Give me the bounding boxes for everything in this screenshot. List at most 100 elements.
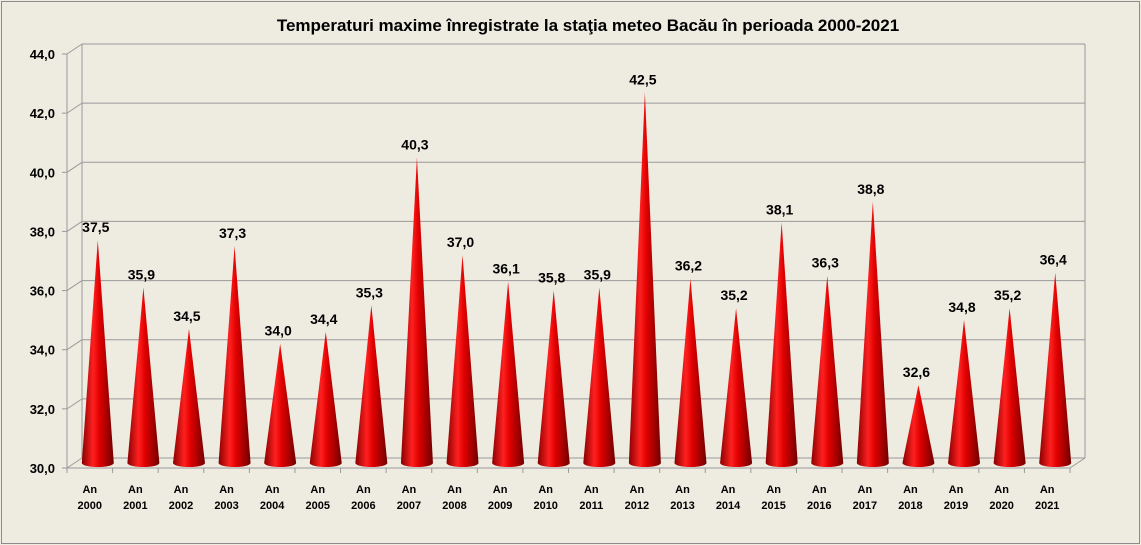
cone-shape xyxy=(811,275,844,467)
x-tick-label-line1: An xyxy=(356,484,371,496)
cone-shape xyxy=(400,157,433,467)
data-label: 37,3 xyxy=(219,225,246,241)
x-tick-label-line2: 2003 xyxy=(214,500,238,512)
gridline-side xyxy=(66,102,83,114)
cone-bar: 36,3 xyxy=(811,255,844,467)
cone-shape xyxy=(355,305,388,467)
x-tick-label-line1: An xyxy=(538,484,553,496)
gridline-side xyxy=(66,398,83,410)
cone-shape xyxy=(674,278,707,467)
x-tick-label-line1: An xyxy=(219,484,234,496)
cone-bar: 40,3 xyxy=(400,136,433,467)
x-tick-label-line2: 2011 xyxy=(579,500,603,512)
x-tick-label-line2: 2016 xyxy=(807,500,831,512)
gridline-side xyxy=(66,221,83,232)
data-label: 35,2 xyxy=(994,287,1021,303)
cone-shape xyxy=(492,281,525,467)
cone-bar: 35,2 xyxy=(993,287,1026,467)
cone-bar: 35,9 xyxy=(127,267,160,467)
cone-shape xyxy=(948,320,981,467)
x-tick-label-line1: An xyxy=(174,484,189,496)
data-label: 35,8 xyxy=(538,269,565,285)
x-tick-label-line1: An xyxy=(630,484,645,496)
x-tick-label-line1: An xyxy=(1040,484,1055,496)
cone-shape xyxy=(993,308,1026,467)
gridline-side xyxy=(66,161,83,173)
cone-shape xyxy=(309,331,342,467)
cone-bar: 32,6 xyxy=(902,364,935,467)
cone-shape xyxy=(720,308,753,467)
cone-shape xyxy=(264,343,297,467)
cone-shape xyxy=(583,287,616,467)
y-tick-label: 30,0 xyxy=(30,461,55,476)
x-tick-label-line1: An xyxy=(766,484,781,496)
cone-bar: 34,8 xyxy=(948,299,981,467)
y-tick-label: 32,0 xyxy=(30,402,55,417)
data-label: 34,4 xyxy=(310,311,337,327)
x-tick-label-line2: 2002 xyxy=(169,500,193,512)
floor-right-edge xyxy=(1069,457,1086,469)
x-tick-label-line2: 2012 xyxy=(625,500,649,512)
x-tick-label-line2: 2007 xyxy=(397,500,421,512)
data-label: 36,1 xyxy=(492,261,519,277)
data-label: 35,9 xyxy=(584,267,611,283)
data-label: 36,4 xyxy=(1040,252,1067,268)
cone-shape xyxy=(218,246,251,467)
cone-shape xyxy=(537,290,570,467)
x-tick-label-line2: 2009 xyxy=(488,500,512,512)
cone-shape xyxy=(628,92,661,467)
x-tick-label-line1: An xyxy=(128,484,143,496)
data-label: 38,1 xyxy=(766,201,793,217)
x-tick-label-line1: An xyxy=(82,484,97,496)
x-tick-label-line1: An xyxy=(447,484,462,496)
gridline-side xyxy=(66,457,83,469)
data-label: 34,5 xyxy=(173,308,200,324)
cone-bar: 37,0 xyxy=(446,234,479,467)
cone-bar: 37,3 xyxy=(218,225,251,467)
data-label: 36,3 xyxy=(812,255,839,271)
x-tick-label-line2: 2005 xyxy=(306,500,330,512)
cone-bar: 37,5 xyxy=(81,219,114,467)
data-label: 32,6 xyxy=(903,364,930,380)
y-tick-label: 40,0 xyxy=(30,165,55,180)
x-tick-label-line2: 2014 xyxy=(716,500,741,512)
data-label: 35,2 xyxy=(720,287,747,303)
data-label: 40,3 xyxy=(401,136,428,152)
data-label: 37,0 xyxy=(447,234,474,250)
x-tick-label-line1: An xyxy=(310,484,325,496)
cone-shape xyxy=(127,287,160,467)
x-tick-label-line1: An xyxy=(584,484,599,496)
data-label: 35,3 xyxy=(356,284,383,300)
cone-shape xyxy=(446,255,479,467)
cone-bar: 34,0 xyxy=(264,323,297,467)
cone-bar: 34,4 xyxy=(309,311,342,467)
x-tick-label-line2: 2008 xyxy=(442,500,466,512)
x-tick-label-line1: An xyxy=(402,484,417,496)
x-tick-label-line1: An xyxy=(903,484,918,496)
x-tick-label-line2: 2018 xyxy=(898,500,922,512)
x-tick-label-line1: An xyxy=(994,484,1009,496)
x-tick-label-line1: An xyxy=(949,484,964,496)
x-tick-label-line1: An xyxy=(265,484,280,496)
x-tick-label-line1: An xyxy=(858,484,873,496)
data-label: 35,9 xyxy=(128,267,155,283)
data-label: 42,5 xyxy=(629,71,656,87)
data-label: 38,8 xyxy=(857,181,884,197)
x-tick-label-line1: An xyxy=(675,484,690,496)
x-tick-label-line2: 2021 xyxy=(1035,500,1059,512)
cone-bar: 35,3 xyxy=(355,284,388,467)
cone-bar: 35,9 xyxy=(583,267,616,467)
x-tick-label-line2: 2015 xyxy=(761,500,785,512)
y-tick-label: 42,0 xyxy=(30,106,55,121)
x-tick-label-line2: 2020 xyxy=(989,500,1013,512)
y-tick-label: 36,0 xyxy=(30,284,55,299)
data-label: 37,5 xyxy=(82,219,109,235)
cone-bar: 36,4 xyxy=(1039,252,1072,467)
x-tick-label-line2: 2010 xyxy=(533,500,557,512)
cone-bar: 35,2 xyxy=(720,287,753,467)
y-tick-label: 34,0 xyxy=(30,343,55,358)
y-tick-label: 38,0 xyxy=(30,224,55,239)
x-tick-label-line2: 2004 xyxy=(260,500,285,512)
cone-bar: 38,8 xyxy=(856,181,889,467)
cone-bar: 38,1 xyxy=(765,201,798,467)
